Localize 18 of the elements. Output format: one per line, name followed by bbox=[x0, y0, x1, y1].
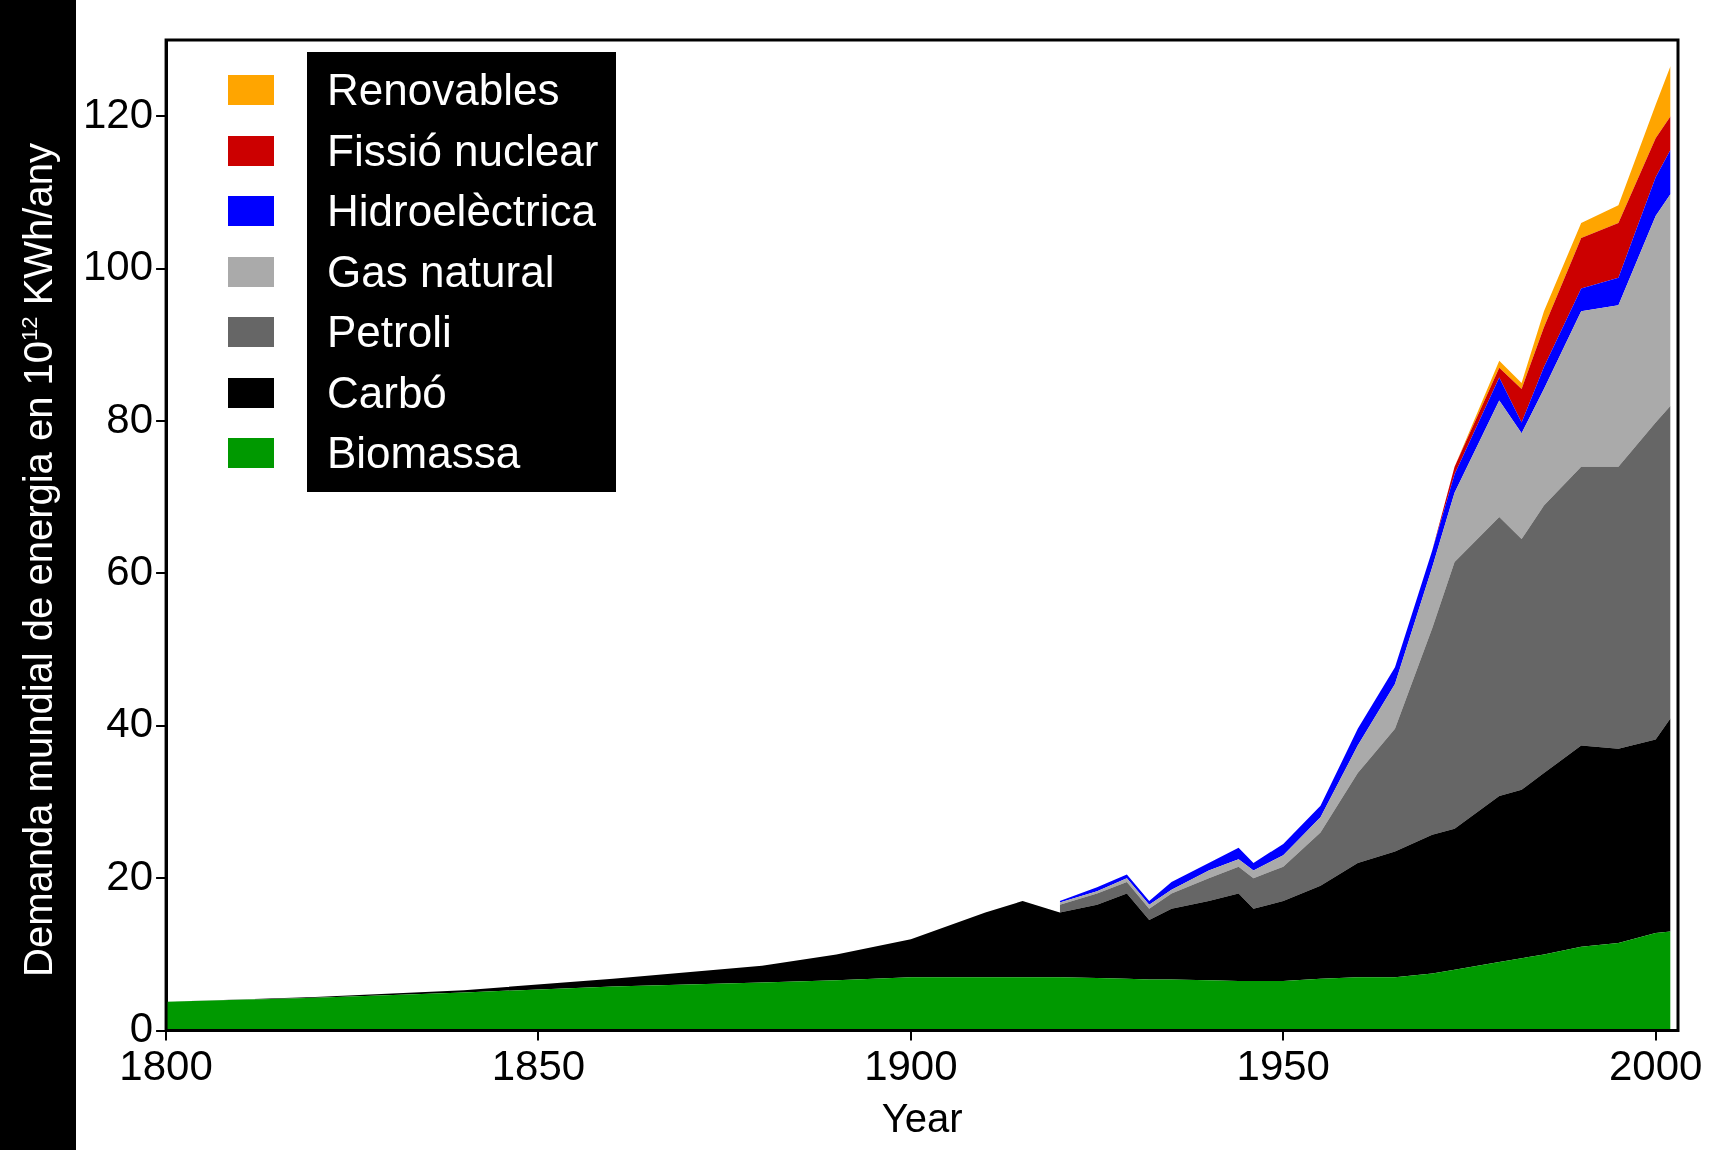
x-tick-label: 1850 bbox=[491, 1042, 586, 1090]
y-tick-label: 120 bbox=[83, 89, 154, 137]
legend-label: Biomassa bbox=[327, 427, 522, 479]
legend-label: Renovables bbox=[327, 64, 561, 116]
legend-label: Hidroelèctrica bbox=[327, 185, 597, 237]
legend-label: Carbó bbox=[327, 366, 448, 419]
y-tick-label: 100 bbox=[83, 242, 154, 290]
x-tick-label: 2000 bbox=[1608, 1042, 1703, 1090]
x-tick-label: 1950 bbox=[1236, 1042, 1330, 1090]
legend-label: Petroli bbox=[327, 306, 453, 358]
x-axis-title: Year bbox=[881, 1096, 963, 1141]
y-tick-label: 20 bbox=[106, 851, 154, 899]
x-tick-label: 1900 bbox=[864, 1042, 958, 1090]
legend-label: Gas natural bbox=[327, 245, 556, 298]
legend-label: Fissió nuclear bbox=[327, 124, 599, 177]
y-tick-label: 40 bbox=[106, 699, 154, 747]
y-tick-label: 80 bbox=[106, 394, 154, 442]
y-tick-label: 60 bbox=[106, 546, 154, 594]
